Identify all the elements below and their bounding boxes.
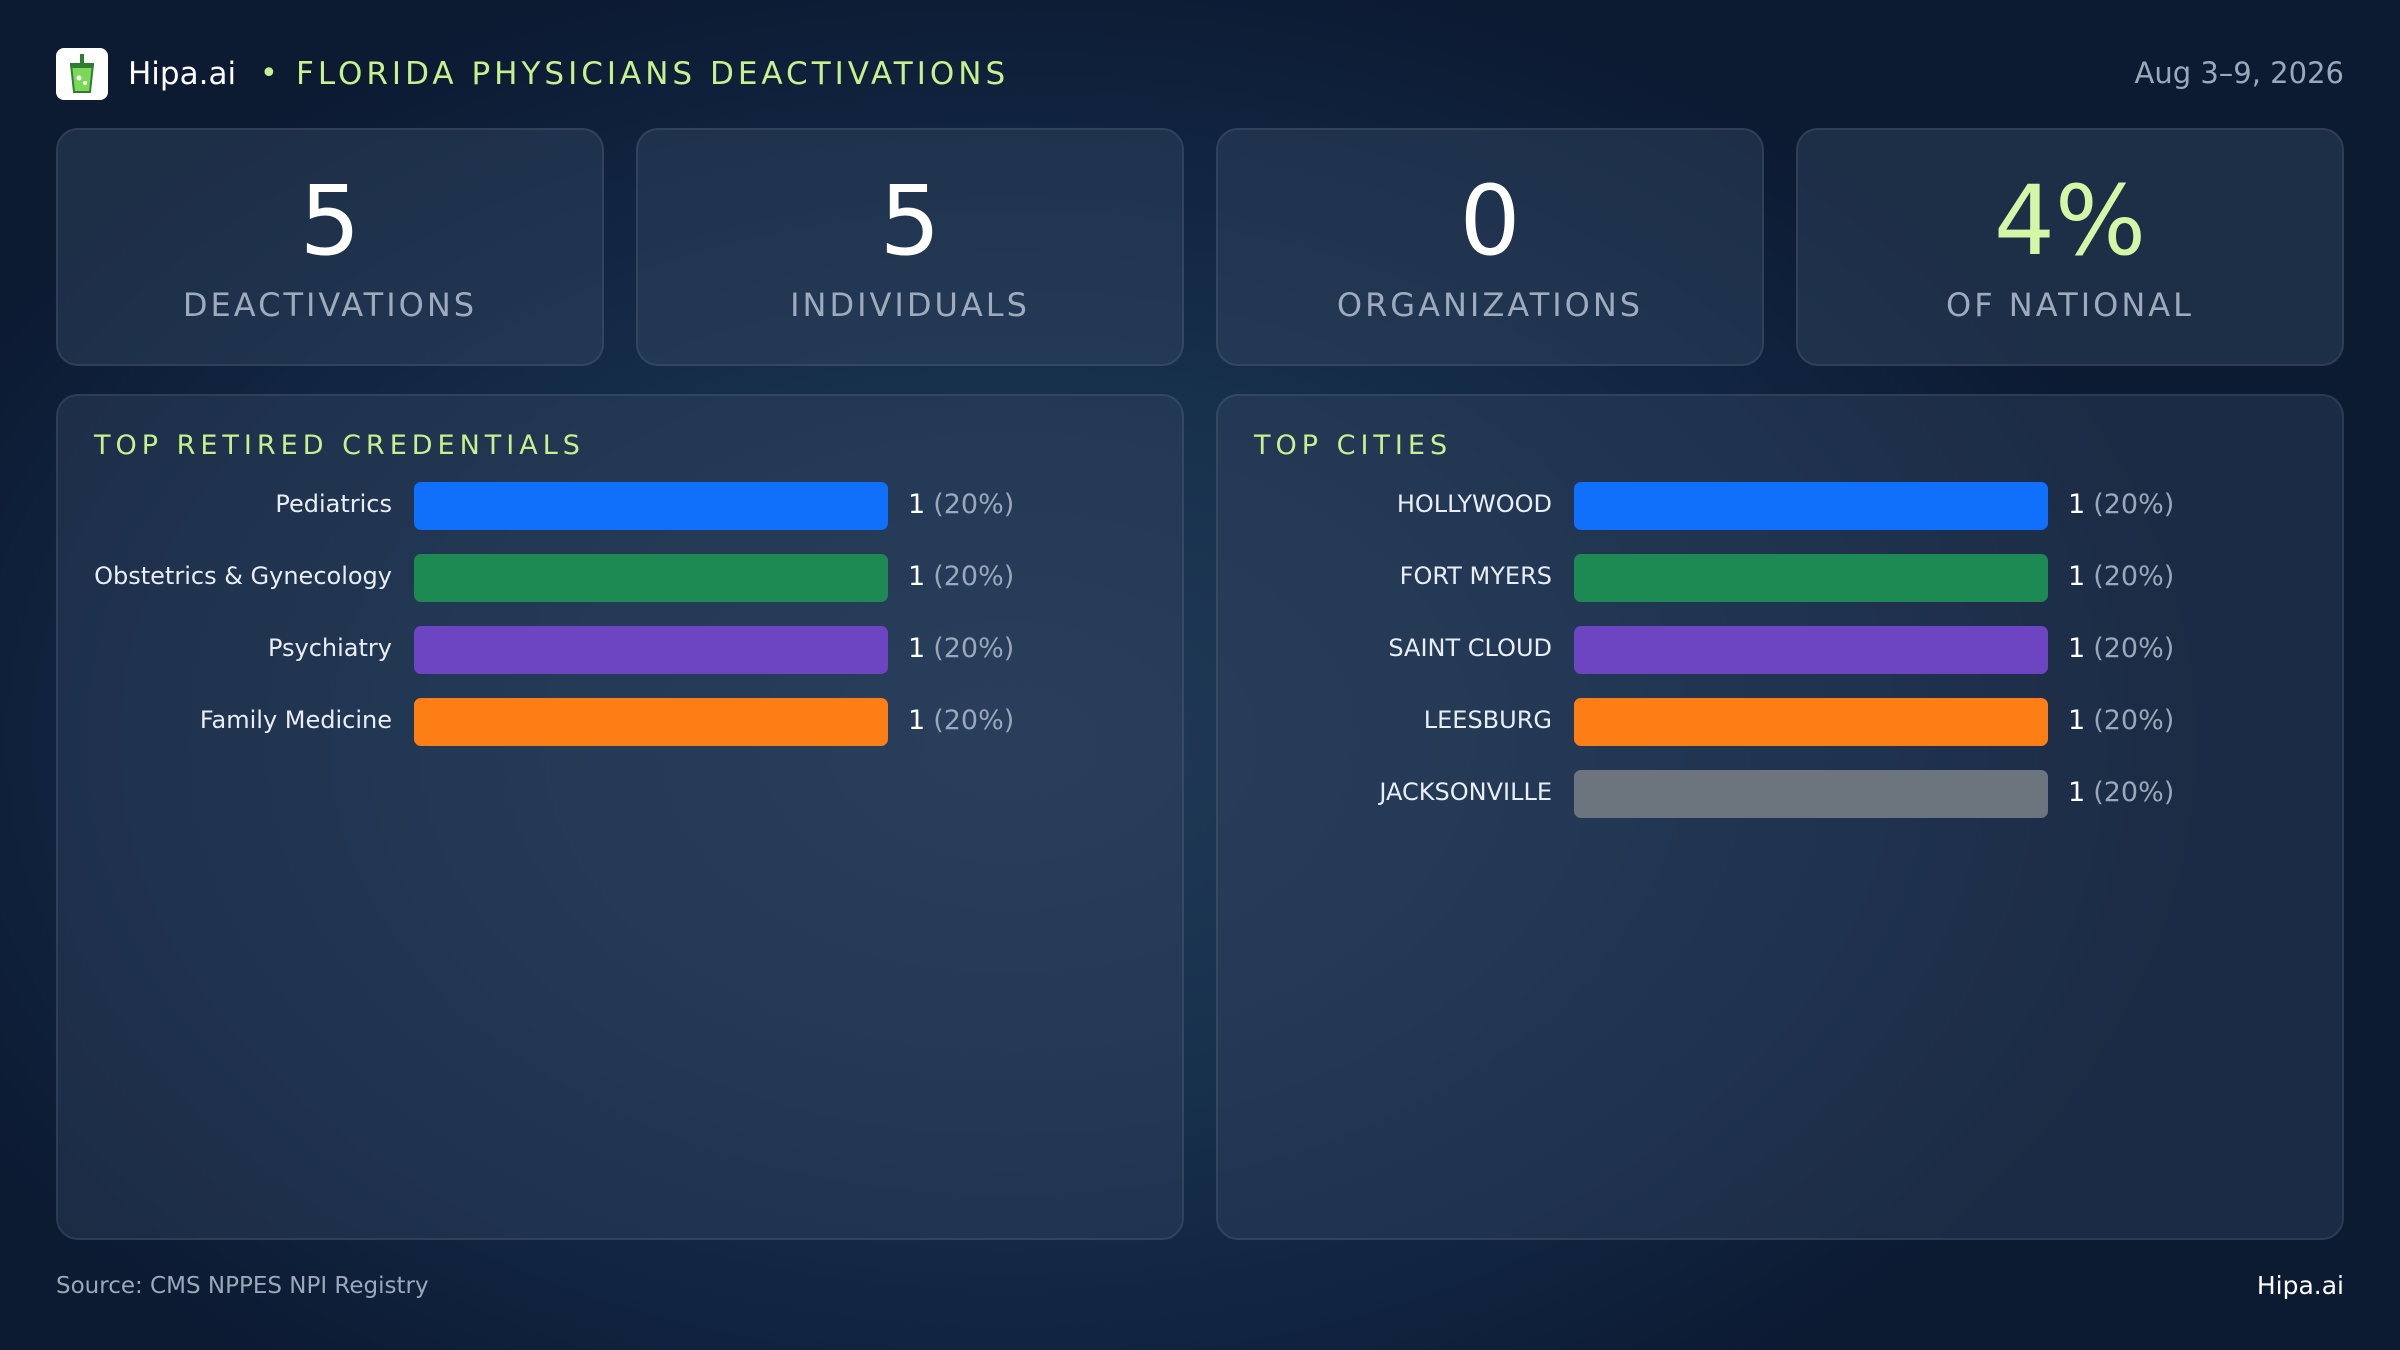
city-row: LEESBURG 1 (20%) <box>1218 698 2342 746</box>
city-value: 1 (20%) <box>2068 489 2174 520</box>
stat-value: 5 <box>879 165 941 277</box>
stat-label: ORGANIZATIONS <box>1336 286 1644 324</box>
count: 1 <box>908 489 926 520</box>
stat-value: 4% <box>1993 165 2147 277</box>
city-label: LEESBURG <box>1423 706 1552 734</box>
cities-panel: TOP CITIES HOLLYWOOD 1 (20%) FORT MYERS 1 (20… <box>1216 394 2344 1240</box>
city-value: 1 (20%) <box>2068 633 2174 664</box>
percent: (20%) <box>2093 777 2175 808</box>
city-bar <box>1574 698 2048 746</box>
credential-row: Family Medicine 1 (20%) <box>58 698 1182 746</box>
percent: (20%) <box>2093 561 2175 592</box>
stat-label: OF NATIONAL <box>1946 286 2194 324</box>
credential-bar <box>414 698 888 746</box>
credential-value: 1 (20%) <box>908 561 1014 592</box>
credential-label: Obstetrics & Gynecology <box>94 562 392 590</box>
count: 1 <box>2068 561 2086 592</box>
stat-value: 0 <box>1459 165 1521 277</box>
stat-label: INDIVIDUALS <box>790 286 1030 324</box>
stat-card-individuals: 5 INDIVIDUALS <box>636 128 1184 366</box>
count: 1 <box>908 705 926 736</box>
panel-title: TOP RETIRED CREDENTIALS <box>94 430 585 461</box>
percent: (20%) <box>933 489 1015 520</box>
city-value: 1 (20%) <box>2068 705 2174 736</box>
credential-bar <box>414 554 888 602</box>
city-bar <box>1574 554 2048 602</box>
credential-row: Pediatrics 1 (20%) <box>58 482 1182 530</box>
panel-title: TOP CITIES <box>1254 430 1453 461</box>
credential-row: Psychiatry 1 (20%) <box>58 626 1182 674</box>
city-label: JACKSONVILLE <box>1379 778 1552 806</box>
percent: (20%) <box>933 705 1015 736</box>
city-row: SAINT CLOUD 1 (20%) <box>1218 626 2342 674</box>
count: 1 <box>2068 777 2086 808</box>
count: 1 <box>2068 489 2086 520</box>
drink-cup-icon <box>56 48 108 100</box>
title-separator: • <box>260 56 278 91</box>
city-label: HOLLYWOOD <box>1396 490 1552 518</box>
credential-label: Psychiatry <box>267 634 392 662</box>
city-row: JACKSONVILLE 1 (20%) <box>1218 770 2342 818</box>
stat-card-national-share: 4% OF NATIONAL <box>1796 128 2344 366</box>
credential-value: 1 (20%) <box>908 705 1014 736</box>
count: 1 <box>908 561 926 592</box>
city-label: SAINT CLOUD <box>1388 634 1552 662</box>
percent: (20%) <box>2093 633 2175 664</box>
city-bar <box>1574 626 2048 674</box>
source-note: Source: CMS NPPES NPI Registry <box>56 1273 429 1299</box>
header: Hipa.ai • FLORIDA PHYSICIANS DEACTIVATIO… <box>56 46 2344 102</box>
count: 1 <box>2068 705 2086 736</box>
credential-value: 1 (20%) <box>908 633 1014 664</box>
credential-bar <box>414 482 888 530</box>
credential-label: Family Medicine <box>199 706 392 734</box>
credential-label: Pediatrics <box>275 490 392 518</box>
credentials-panel: TOP RETIRED CREDENTIALS Pediatrics 1 (20%)… <box>56 394 1184 1240</box>
date-range: Aug 3–9, 2026 <box>2134 56 2345 90</box>
credential-row: Obstetrics & Gynecology 1 (20%) <box>58 554 1182 602</box>
count: 1 <box>908 633 926 664</box>
stat-card-deactivations: 5 DEACTIVATIONS <box>56 128 604 366</box>
page-title: FLORIDA PHYSICIANS DEACTIVATIONS <box>296 56 1010 92</box>
city-row: HOLLYWOOD 1 (20%) <box>1218 482 2342 530</box>
footer-brand: Hipa.ai <box>2256 1271 2344 1300</box>
city-value: 1 (20%) <box>2068 777 2174 808</box>
city-bar <box>1574 482 2048 530</box>
city-label: FORT MYERS <box>1399 562 1552 590</box>
percent: (20%) <box>2093 705 2175 736</box>
percent: (20%) <box>933 633 1015 664</box>
stat-card-organizations: 0 ORGANIZATIONS <box>1216 128 1764 366</box>
city-value: 1 (20%) <box>2068 561 2174 592</box>
count: 1 <box>2068 633 2086 664</box>
brand-name: Hipa.ai <box>128 56 237 92</box>
credential-value: 1 (20%) <box>908 489 1014 520</box>
stat-label: DEACTIVATIONS <box>182 286 478 324</box>
stat-value: 5 <box>299 165 361 277</box>
percent: (20%) <box>933 561 1015 592</box>
city-bar <box>1574 770 2048 818</box>
percent: (20%) <box>2093 489 2175 520</box>
credential-bar <box>414 626 888 674</box>
city-row: FORT MYERS 1 (20%) <box>1218 554 2342 602</box>
